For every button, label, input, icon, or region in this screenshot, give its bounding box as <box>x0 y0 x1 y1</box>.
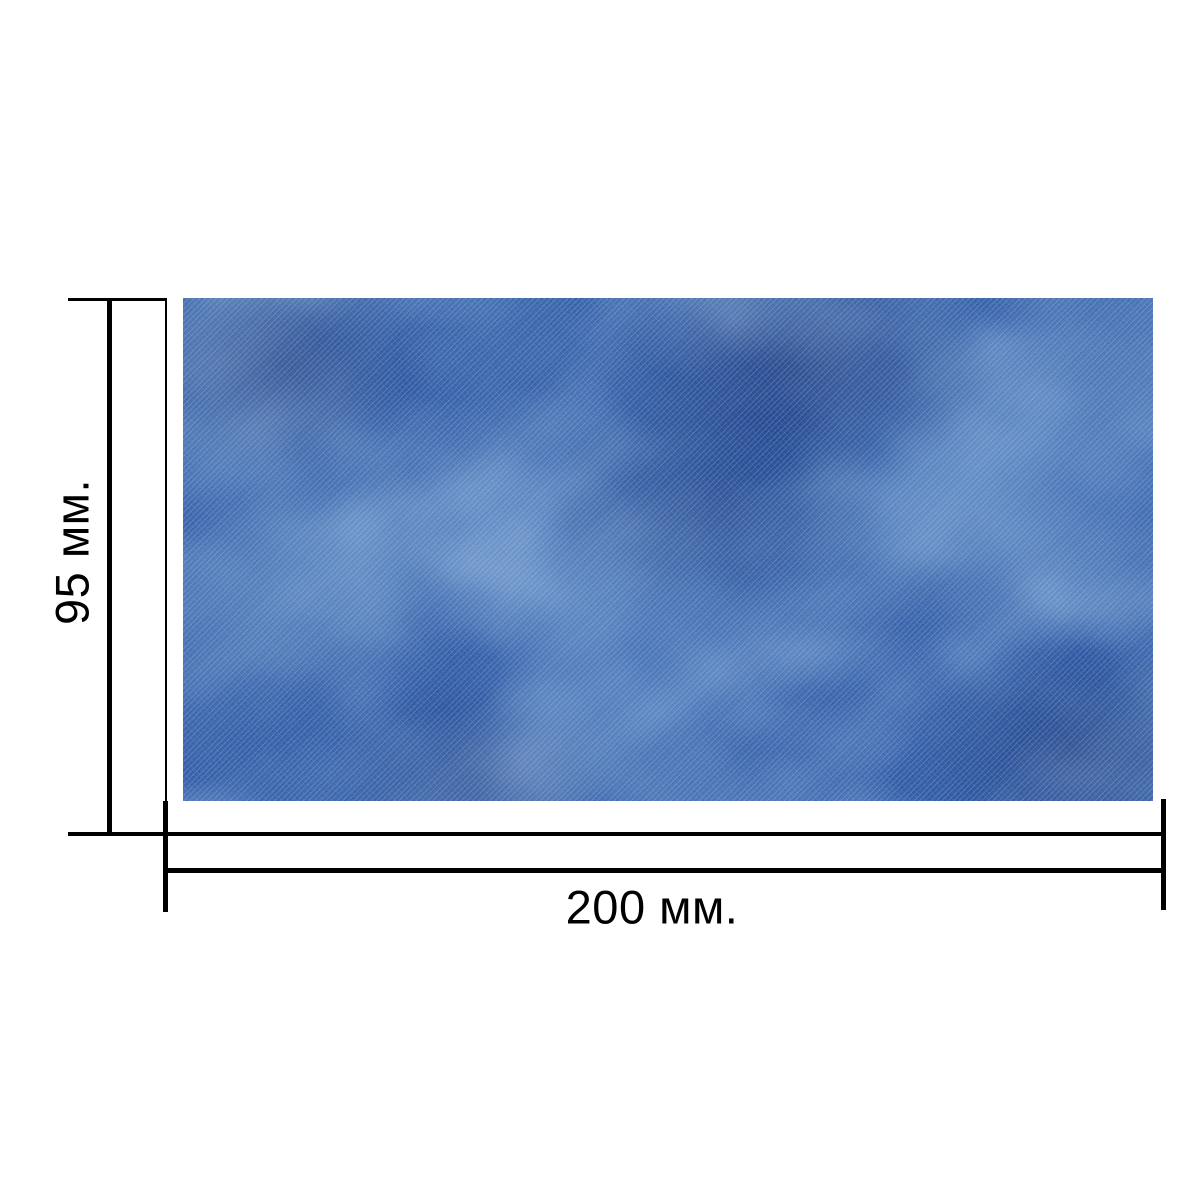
height-dimension-label: 95 мм. <box>45 478 99 626</box>
width-dimension-line <box>163 868 1166 873</box>
width-dimension-label: 200 мм. <box>565 880 739 934</box>
height-dimension-line <box>107 298 112 836</box>
fabric-shading-overlay <box>183 298 1153 801</box>
width-dimension-left-cap <box>163 801 168 912</box>
fabric-swatch <box>183 298 1153 801</box>
width-dimension-right-cap <box>1161 799 1166 910</box>
width-dimension-top-rail <box>68 832 1166 836</box>
extension-line <box>165 298 167 801</box>
fabric-weave-overlay <box>183 298 1153 801</box>
height-dimension-top-cap <box>68 298 167 301</box>
denim-texture-image <box>183 298 1153 801</box>
